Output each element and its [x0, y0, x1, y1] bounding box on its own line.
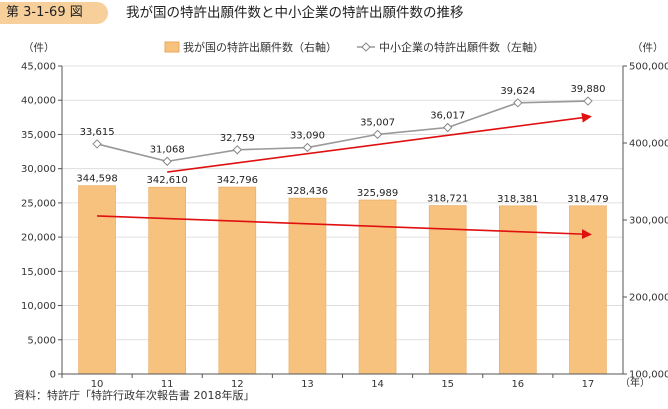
legend-bar-label: 我が国の特許出願件数（右軸）	[183, 40, 337, 54]
bar	[148, 186, 186, 375]
right-tick-label: 400,000	[629, 139, 668, 150]
left-tick-label: 45,000	[21, 62, 56, 73]
axes	[61, 66, 624, 375]
line-point	[232, 145, 243, 155]
line-series	[92, 96, 593, 167]
bar-label: 342,796	[217, 175, 258, 186]
figure-number: 第 3-1-69 図	[0, 2, 108, 24]
right-tick-label: 500,000	[629, 62, 668, 73]
line-point	[92, 139, 102, 149]
left-tick-label: 20,000	[21, 233, 56, 244]
bar-label: 344,598	[76, 174, 117, 185]
x-axis-ticks: 10 11 12 13 14 15 16 17	[61, 374, 595, 390]
left-axis-ticks: 0 5,000 10,000 15,000 20,000 25,000 30,000 35,0…	[21, 62, 62, 381]
gridlines	[62, 65, 623, 375]
x-tick-label: 12	[231, 379, 244, 390]
legend-bar-swatch	[164, 41, 180, 53]
left-axis-unit: （件）	[23, 42, 55, 54]
bar	[358, 199, 397, 375]
left-tick-label: 30,000	[21, 164, 56, 175]
bar-label: 325,989	[357, 188, 398, 199]
trend-arrow	[97, 215, 592, 240]
bar-data-labels: 344,598 342,610 342,796 328,436 325,989 318,7…	[76, 174, 608, 205]
left-tick-label: 40,000	[21, 96, 56, 107]
line-label: 31,068	[150, 144, 185, 155]
legend-line-label: 中小企業の特許出願件数（左軸）	[379, 40, 544, 54]
legend: 我が国の特許出願件数（右軸） 中小企業の特許出願件数（左軸）	[164, 40, 544, 54]
right-axis-ticks: 100,000 200,000 300,000 400,000 500,000	[623, 62, 668, 381]
line-label: 39,624	[500, 86, 535, 97]
x-tick-label: 10	[91, 379, 104, 390]
trend-arrow	[167, 112, 592, 173]
line-point	[162, 156, 172, 167]
line-data-labels: 33,615 31,068 32,759 33,090 35,007 36,017 39,6…	[80, 84, 606, 155]
bar-label: 318,721	[427, 194, 468, 205]
left-tick-label: 35,000	[21, 130, 56, 141]
right-tick-label: 300,000	[629, 216, 668, 227]
right-tick-label: 100,000	[629, 370, 668, 381]
trend-arrows	[97, 112, 592, 240]
left-tick-label: 25,000	[21, 198, 56, 209]
bar	[428, 205, 467, 375]
line-label: 39,880	[570, 84, 605, 95]
line-label: 32,759	[220, 133, 255, 144]
right-axis-unit: （件）	[632, 42, 664, 54]
left-tick-label: 0	[50, 370, 56, 381]
figure-title: 我が国の特許出願件数と中小企業の特許出願件数の推移	[126, 5, 464, 21]
legend-line-marker	[361, 42, 371, 52]
x-tick-label: 13	[301, 379, 314, 390]
bar	[288, 197, 327, 375]
bar-series	[78, 185, 607, 375]
x-tick-label: 14	[371, 379, 384, 390]
line-point	[302, 142, 313, 153]
line-point	[583, 96, 593, 106]
bar	[569, 205, 607, 375]
x-tick-label: 17	[582, 379, 595, 390]
source-note: 資料：特許庁「特許行政年次報告書 2018年版」	[14, 389, 255, 402]
bar-label: 318,479	[567, 194, 608, 205]
bar	[499, 205, 537, 375]
line-point	[372, 129, 383, 140]
left-tick-label: 5,000	[27, 335, 56, 346]
bar	[78, 185, 116, 375]
line-point	[442, 122, 453, 133]
x-axis-unit: （年）	[620, 376, 650, 389]
left-tick-label: 10,000	[21, 301, 56, 312]
bar-label: 328,436	[287, 186, 328, 197]
x-tick-label: 16	[511, 379, 524, 390]
x-tick-label: 15	[441, 379, 454, 390]
line-label: 33,615	[80, 127, 115, 138]
left-tick-label: 15,000	[21, 267, 56, 278]
line-label: 35,007	[360, 117, 395, 128]
x-tick-label: 11	[161, 379, 174, 390]
line-path	[96, 100, 588, 163]
line-point	[513, 98, 523, 108]
figure-header: 第 3-1-69 図 我が国の特許出願件数と中小企業の特許出願件数の推移	[0, 0, 668, 26]
right-tick-label: 200,000	[629, 293, 668, 304]
line-label: 33,090	[290, 131, 325, 142]
bar	[218, 186, 257, 375]
bar-label: 342,610	[147, 175, 188, 186]
bar-label: 318,381	[497, 194, 538, 205]
line-label: 36,017	[430, 110, 465, 121]
